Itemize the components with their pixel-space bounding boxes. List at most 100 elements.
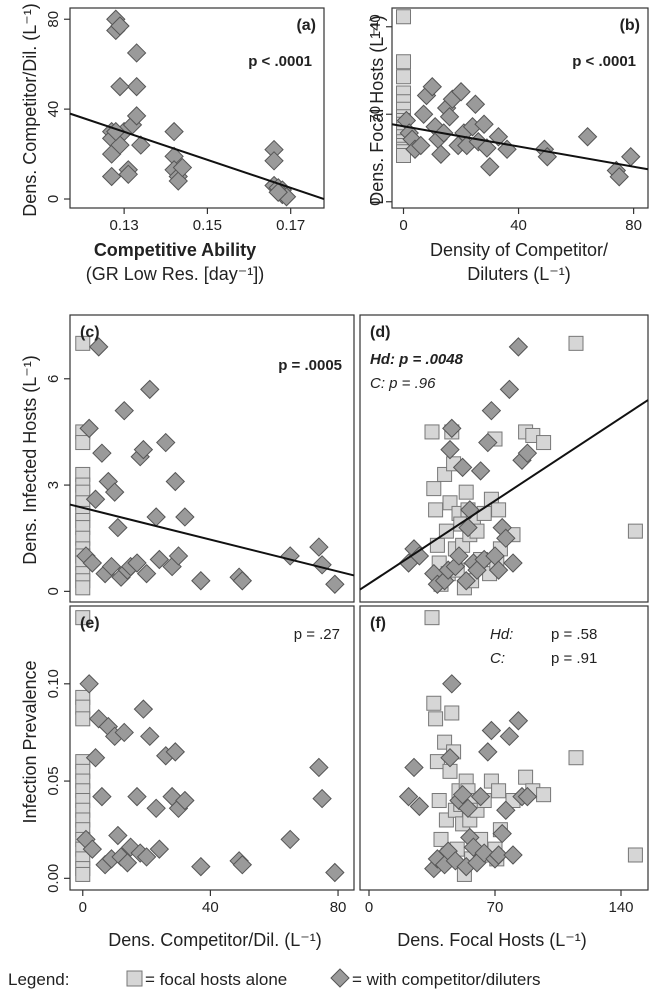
point-focal-alone bbox=[444, 705, 460, 721]
point-focal-alone bbox=[491, 783, 507, 799]
point-with-competitor bbox=[165, 471, 186, 492]
point-with-competitor bbox=[312, 555, 332, 575]
point-with-competitor bbox=[621, 147, 641, 167]
point-with-competitor bbox=[191, 856, 211, 877]
stat-annotation: p = .27 bbox=[294, 626, 340, 643]
regression-line bbox=[69, 112, 325, 200]
point-with-competitor bbox=[114, 400, 134, 421]
panel-d: (d) Hd: p = .0048 C: p = .96 bbox=[359, 314, 649, 603]
point-with-competitor bbox=[131, 135, 151, 155]
point-with-competitor bbox=[477, 138, 497, 158]
point-with-competitor bbox=[460, 500, 480, 520]
point-with-competitor bbox=[140, 726, 160, 747]
point-with-competitor bbox=[92, 443, 112, 463]
point-with-competitor bbox=[404, 757, 424, 778]
point-with-competitor bbox=[481, 720, 502, 741]
xlabel-a-main: Competitive Ability bbox=[94, 240, 256, 260]
point-with-competitor bbox=[114, 722, 134, 743]
point-with-competitor bbox=[89, 709, 109, 729]
point-focal-alone bbox=[458, 484, 474, 500]
point-focal-alone bbox=[396, 54, 412, 70]
point-with-competitor bbox=[146, 798, 166, 819]
point-with-competitor bbox=[104, 482, 125, 502]
xlabel-e: Dens. Competitor/Dil. (L⁻¹) bbox=[108, 930, 322, 950]
point-with-competitor bbox=[79, 674, 99, 694]
point-with-competitor bbox=[133, 699, 154, 719]
point-with-competitor bbox=[537, 147, 558, 167]
point-with-competitor bbox=[422, 77, 442, 97]
legend-with-competitor: = with competitor/diluters bbox=[352, 970, 541, 989]
point-with-competitor bbox=[451, 82, 471, 102]
point-with-competitor bbox=[442, 674, 462, 694]
stat-annotation: p < .0001 bbox=[248, 53, 312, 70]
point-with-competitor bbox=[458, 798, 478, 819]
xtick-label: 40 bbox=[510, 217, 527, 234]
point-focal-alone bbox=[426, 695, 442, 711]
point-with-competitor bbox=[496, 800, 516, 820]
point-with-competitor bbox=[92, 786, 112, 807]
panel-a: 0.13 0.15 0.17 0 40 80 (a) p < .0001 bbox=[45, 7, 325, 234]
point-with-competitor bbox=[85, 748, 106, 768]
point-with-competitor bbox=[133, 439, 154, 460]
legend-square-marker bbox=[126, 970, 143, 987]
point-with-competitor bbox=[458, 517, 478, 538]
xtick-label: 80 bbox=[330, 899, 347, 916]
point-with-competitor bbox=[164, 121, 184, 142]
point-with-competitor bbox=[264, 151, 284, 171]
point-with-competitor bbox=[439, 107, 460, 127]
xtick-label: 0 bbox=[79, 899, 87, 916]
point-with-competitor bbox=[431, 144, 451, 164]
point-with-competitor bbox=[280, 546, 300, 566]
point-with-competitor bbox=[89, 337, 109, 357]
xtick-label: 140 bbox=[608, 899, 633, 916]
point-focal-alone bbox=[75, 335, 91, 351]
point-with-competitor bbox=[440, 748, 460, 768]
ytick-label: 6 bbox=[45, 375, 62, 383]
point-with-competitor bbox=[398, 786, 419, 807]
point-with-competitor bbox=[117, 853, 138, 873]
panel-frame-f bbox=[359, 605, 649, 891]
point-focal-alone bbox=[75, 580, 91, 596]
ylabel-c: Dens. Infected Hosts (L⁻¹) bbox=[20, 355, 40, 565]
point-with-competitor bbox=[456, 571, 476, 591]
panel-e: 0 40 80 0.00 0.05 0.10 (e) p = .27 bbox=[45, 605, 355, 916]
point-focal-alone bbox=[491, 502, 507, 518]
point-focal-alone bbox=[627, 847, 643, 863]
ytick-label: 0 bbox=[45, 587, 62, 595]
point-focal-alone bbox=[429, 537, 445, 553]
point-with-competitor bbox=[481, 400, 502, 421]
point-with-competitor bbox=[82, 553, 103, 573]
point-with-competitor bbox=[465, 94, 486, 114]
point-with-competitor bbox=[136, 847, 157, 867]
panels: 0.13 0.15 0.17 0 40 80 (a) p < .0001 0 40 80 0 70 140… bbox=[45, 7, 649, 916]
stat-group-label: Hd: bbox=[490, 626, 513, 643]
point-with-competitor bbox=[508, 337, 529, 357]
point-with-competitor bbox=[503, 845, 523, 865]
point-focal-alone bbox=[428, 711, 444, 727]
point-focal-alone bbox=[536, 435, 552, 451]
point-focal-alone bbox=[433, 831, 449, 847]
panel-label: (b) bbox=[620, 17, 640, 34]
panel-frame-d bbox=[359, 314, 649, 603]
xtick-label: 0.15 bbox=[193, 217, 222, 234]
point-with-competitor bbox=[449, 546, 469, 566]
xtick-label: 0 bbox=[399, 217, 407, 234]
panel-frame-b bbox=[391, 7, 649, 209]
point-with-competitor bbox=[508, 711, 529, 731]
point-with-competitor bbox=[172, 157, 193, 178]
point-focal-alone bbox=[568, 335, 584, 351]
point-focal-alone bbox=[396, 148, 412, 163]
point-with-competitor bbox=[309, 537, 329, 557]
point-focal-alone bbox=[396, 69, 412, 85]
point-with-competitor bbox=[409, 796, 430, 817]
point-focal-alone bbox=[426, 481, 442, 497]
ytick-label: 0 bbox=[367, 198, 384, 206]
panel-frame-a bbox=[69, 7, 325, 209]
point-with-competitor bbox=[325, 574, 345, 594]
point-with-competitor bbox=[517, 443, 538, 463]
xtick-label: 0 bbox=[365, 899, 373, 916]
point-with-competitor bbox=[470, 461, 491, 481]
panel-label: (f) bbox=[370, 615, 386, 632]
point-with-competitor bbox=[85, 489, 106, 509]
xtick-label: 70 bbox=[487, 899, 504, 916]
